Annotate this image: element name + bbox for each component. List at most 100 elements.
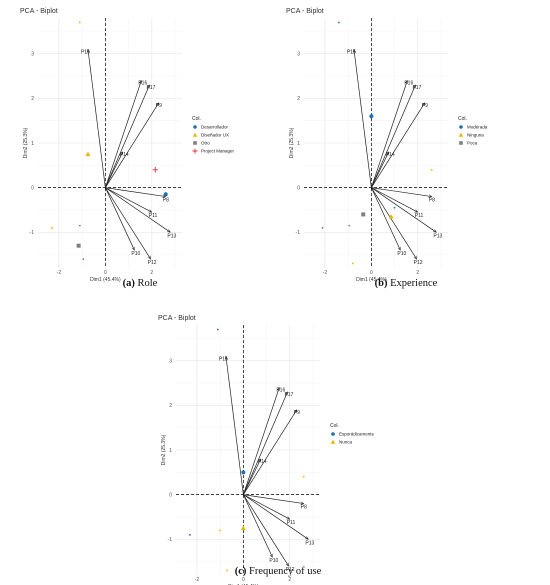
centroid-ninguna [388, 214, 394, 219]
x-tick-label: 2 [416, 270, 419, 276]
legend-entry: Esporádicamente [339, 432, 375, 437]
variable-label: P13 [305, 540, 314, 546]
centroid-disenador-ux [85, 151, 91, 157]
point-nunca [302, 475, 305, 478]
arrow-p12 [243, 494, 288, 566]
arrow-p15 [354, 49, 372, 188]
point-ninguna [430, 168, 433, 171]
centroid-project-manager [152, 166, 159, 173]
centroid-esporadicamente [241, 470, 246, 475]
variable-label: P11 [415, 213, 424, 219]
point-moderada [393, 206, 396, 209]
x-axis-label: Dim1 (45.4%) [90, 277, 121, 283]
y-tick-label: -1 [168, 537, 173, 543]
arrow-p16 [371, 81, 407, 188]
arrow-p11 [371, 187, 417, 213]
variable-label: P16 [404, 81, 413, 87]
legend-key-ninguna [458, 132, 464, 137]
variable-label: P8 [163, 198, 169, 204]
arrow-p9 [371, 103, 424, 188]
x-tick-label: -2 [323, 270, 328, 276]
legend-title: Col. [458, 116, 467, 122]
legend-entry: Moderada [467, 125, 488, 130]
y-tick-label: 2 [169, 403, 172, 409]
centroid-poca [361, 212, 366, 217]
caption-tag: (b) [374, 278, 388, 289]
x-tick-label: 2 [288, 577, 291, 583]
x-tick-label: 0 [104, 270, 107, 276]
y-tick-label: 3 [31, 52, 34, 58]
variable-label: P14 [120, 152, 129, 158]
variable-label: P13 [167, 233, 176, 239]
y-tick-label: 2 [31, 96, 34, 102]
x-tick-label: -2 [57, 270, 62, 276]
point-otro [78, 224, 81, 227]
y-axis-label: Dim2 (25.3%) [161, 434, 167, 465]
arrow-p16 [243, 388, 279, 495]
chart-title: PCA - Biplot [158, 315, 196, 322]
legend-entry: Poca [467, 141, 478, 146]
legend-entry: Otro [201, 141, 210, 146]
y-tick-label: 1 [169, 448, 172, 454]
point-ninguna [351, 262, 354, 265]
arrow-p14 [243, 459, 262, 495]
arrow-p15 [88, 49, 106, 188]
y-tick-label: 2 [297, 96, 300, 102]
legend-key-nunca [330, 439, 336, 444]
arrow-p10 [243, 494, 273, 557]
caption-experience: (b) Experience [286, 278, 526, 289]
variable-label: P15 [81, 49, 90, 55]
y-axis-label: Dim2 (25.3%) [23, 127, 29, 158]
caption-text: Role [134, 278, 158, 289]
grid [304, 18, 448, 268]
legend-key-esporadicamente [331, 432, 335, 436]
points [321, 21, 433, 265]
legend-title: Col. [330, 423, 339, 429]
point-esporadicamente [189, 533, 191, 536]
arrow-p9 [243, 410, 296, 495]
arrow-p17 [105, 85, 150, 188]
arrow-p11 [105, 187, 151, 213]
legend-title: Col. [192, 116, 201, 122]
variable-label: P9 [294, 410, 300, 416]
variable-label: P10 [397, 251, 406, 257]
y-tick-label: 0 [31, 185, 34, 191]
point-nunca [219, 529, 222, 532]
y-tick-label: 1 [31, 141, 34, 147]
points [189, 328, 305, 572]
variable-label: P15 [347, 49, 356, 55]
y-tick-label: 3 [297, 52, 300, 58]
caption-tag: (a) [122, 278, 135, 289]
legend: Col.Esporádicamente Nunca [330, 423, 375, 445]
variable-label: P12 [286, 567, 295, 573]
y-tick-label: -1 [30, 230, 35, 236]
legend-key-project-manager [192, 148, 198, 154]
point-disenador-ux [78, 21, 81, 24]
arrow-p16 [105, 81, 141, 188]
variable-label: P16 [138, 81, 147, 87]
variable-label: P10 [269, 558, 278, 564]
arrow-p15 [226, 356, 244, 495]
centroid-desarrollador [163, 192, 168, 197]
point-otro [82, 258, 85, 260]
legend: Col.Moderada Ninguna Poca [458, 116, 488, 146]
y-tick-label: 0 [169, 492, 172, 498]
arrow-p12 [371, 187, 416, 259]
arrow-p14 [105, 152, 124, 188]
points [51, 21, 168, 260]
caption-text: Frequency of use [246, 566, 322, 577]
x-tick-label: 0 [370, 270, 373, 276]
variable-label: P8 [301, 505, 307, 511]
variable-label: P11 [149, 213, 158, 219]
arrow-p9 [105, 103, 158, 188]
legend-entry: Project Manager [201, 149, 235, 154]
legend-entry: Ninguna [467, 133, 484, 138]
legend-entry: Desarrollador [201, 125, 229, 130]
point-moderada [337, 21, 340, 24]
variable-label: P12 [414, 260, 423, 266]
biplot-svg: PCA - Biplot -2 0 2 -1 0 1 2 3 Dim1 (45.4%) Dim2 (… [20, 8, 235, 283]
legend-key-poca [459, 141, 463, 145]
